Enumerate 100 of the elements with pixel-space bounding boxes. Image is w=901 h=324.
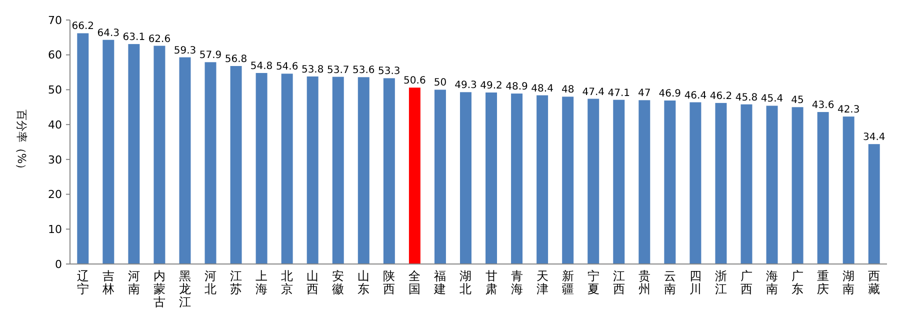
bar	[77, 33, 89, 264]
x-tick-label: 上海	[256, 269, 268, 296]
bar	[588, 98, 600, 264]
bar	[230, 66, 242, 264]
x-tick-label: 辽宁	[76, 269, 89, 296]
data-label: 46.9	[658, 88, 682, 100]
x-tick-label: 陕西	[383, 269, 396, 296]
y-tick-label: 40	[48, 118, 62, 132]
x-tick-label: 黑龙江	[178, 269, 191, 309]
data-label: 54.6	[276, 62, 298, 73]
x-tick-label: 重庆	[817, 269, 830, 296]
x-tick-label: 新疆	[562, 269, 574, 296]
y-tick-label: 30	[48, 153, 62, 166]
bar	[358, 77, 370, 264]
data-label: 47.4	[582, 86, 604, 98]
bar	[613, 100, 625, 264]
x-tick-label: 宁夏	[587, 269, 600, 296]
bar	[638, 100, 650, 264]
y-tick-label: 60	[48, 48, 62, 62]
bar	[128, 44, 140, 264]
bar	[408, 88, 420, 264]
x-tick-label: 内蒙古	[153, 269, 166, 309]
y-axis-title: 百分率（%）	[15, 109, 28, 175]
bar	[715, 102, 727, 264]
bar	[842, 116, 854, 264]
data-label: 46.2	[710, 90, 732, 102]
bar	[154, 46, 166, 264]
data-label: 53.7	[326, 64, 350, 76]
data-label: 46.4	[684, 90, 707, 102]
data-label: 48.4	[531, 83, 554, 94]
bar	[179, 57, 191, 264]
data-label: 47.1	[608, 88, 630, 99]
bar	[281, 74, 293, 264]
bar	[792, 107, 804, 264]
bar	[562, 96, 574, 264]
data-label: 45	[791, 95, 804, 106]
data-label: 42.3	[837, 104, 860, 116]
y-tick-label: 50	[48, 84, 62, 97]
x-tick-label: 浙江	[714, 269, 727, 296]
bar	[868, 144, 880, 264]
y-tick-label: 10	[48, 222, 62, 236]
data-label: 59.3	[174, 45, 196, 56]
x-tick-label: 湖北	[460, 269, 472, 296]
data-label: 48	[561, 84, 574, 96]
x-tick-label: 山西	[306, 269, 319, 296]
x-tick-label: 天津	[536, 269, 548, 296]
x-tick-label: 云南	[664, 269, 676, 296]
data-label: 56.8	[224, 54, 248, 66]
bar	[204, 62, 216, 264]
x-tick-label: 青海	[510, 269, 523, 296]
x-tick-label: 全国	[408, 269, 421, 296]
data-label: 47	[638, 88, 651, 100]
x-tick-label: 湖南	[842, 269, 855, 296]
data-label: 53.3	[378, 66, 400, 78]
y-tick-label: 70	[48, 14, 62, 27]
data-label: 63.1	[122, 32, 146, 44]
x-tick-label: 山东	[358, 269, 370, 296]
x-tick-label: 广东	[792, 269, 804, 296]
x-tick-label: 河北	[204, 269, 217, 296]
data-label: 50	[434, 78, 447, 89]
x-tick-label: 吉林	[101, 269, 114, 296]
data-label: 50.6	[404, 76, 426, 87]
bar	[486, 92, 498, 264]
x-tick-label: 四川	[689, 269, 702, 296]
data-label: 48.9	[506, 82, 528, 93]
bar	[102, 40, 114, 264]
data-label: 64.3	[97, 28, 120, 39]
x-tick-label: 甘肃	[485, 269, 498, 296]
bar	[306, 76, 318, 264]
y-tick-label: 0	[55, 258, 62, 271]
bar	[664, 100, 676, 264]
x-tick-label: 安徽	[332, 269, 344, 296]
bar	[332, 76, 344, 264]
data-label: 49.2	[480, 80, 502, 92]
bar	[434, 90, 446, 264]
bar	[766, 106, 778, 264]
data-label: 54.8	[250, 60, 273, 72]
data-label: 62.6	[148, 34, 171, 45]
x-tick-label: 广西	[740, 269, 752, 296]
bar	[511, 94, 523, 264]
x-tick-label: 贵州	[638, 269, 650, 296]
data-label: 43.6	[812, 100, 834, 112]
data-label: 34.4	[862, 132, 886, 144]
data-label: 45.4	[760, 94, 784, 105]
data-label: 53.6	[352, 65, 375, 76]
x-tick-label: 福建	[433, 269, 446, 296]
bar	[817, 112, 829, 264]
x-tick-label: 海南	[766, 269, 778, 296]
bar	[690, 102, 702, 264]
x-tick-label: 河南	[128, 269, 140, 296]
data-label: 66.2	[72, 21, 94, 32]
data-label: 57.9	[199, 50, 222, 62]
x-tick-label: 江西	[612, 269, 625, 296]
bar	[740, 104, 752, 264]
bar	[460, 92, 472, 264]
x-tick-label: 江苏	[230, 269, 242, 296]
x-tick-label: 北京	[281, 269, 294, 296]
bar	[536, 95, 548, 264]
x-tick-label: 西藏	[868, 269, 880, 296]
y-tick-label: 20	[48, 188, 62, 202]
